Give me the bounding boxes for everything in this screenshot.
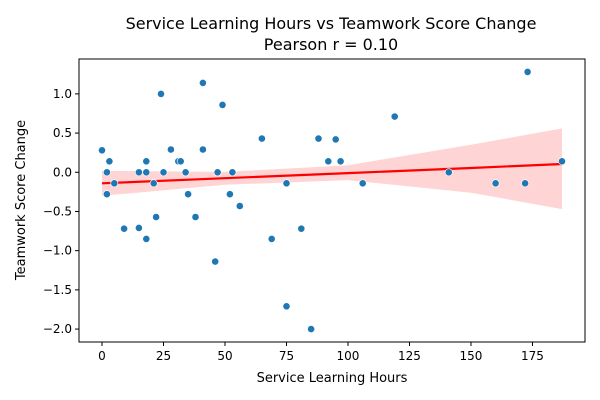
data-point: [314, 134, 323, 143]
data-point: [235, 202, 244, 210]
y-axis-label: Teamwork Score Change: [14, 120, 29, 281]
regression-line-layer: [101, 162, 563, 185]
data-point: [142, 168, 151, 177]
data-point: [331, 135, 340, 144]
data-point: [491, 179, 500, 188]
chart-subtitle: Pearson r = 0.10: [264, 35, 398, 54]
data-point: [98, 146, 106, 155]
data-point: [257, 134, 266, 143]
confidence-band: [102, 128, 562, 210]
x-axis-label: Service Learning Hours: [257, 371, 408, 386]
data-point: [390, 112, 399, 121]
data-point: [282, 302, 291, 311]
data-point: [558, 157, 566, 166]
x-tick-label: 100: [337, 349, 360, 363]
data-point: [142, 157, 151, 166]
data-point: [176, 157, 185, 166]
data-point: [105, 157, 114, 166]
regression-line: [101, 162, 563, 185]
confidence-band-layer: [102, 128, 562, 210]
chart-title: Service Learning Hours vs Teamwork Score…: [126, 14, 537, 33]
data-point: [149, 179, 158, 188]
y-tick-label: −1.0: [43, 244, 72, 258]
data-point: [297, 224, 306, 233]
y-axis-ticks: −2.0 −1.5 −1.0 −0.5 0.0 0.5 1.0: [43, 87, 79, 336]
x-tick-label: 0: [98, 349, 106, 363]
data-points-layer: [98, 68, 566, 333]
data-point: [267, 234, 276, 243]
data-point: [282, 179, 291, 188]
x-tick-label: 125: [398, 349, 421, 363]
x-tick-label: 25: [156, 349, 171, 363]
x-tick-label: 50: [217, 349, 232, 363]
data-point: [444, 168, 453, 177]
x-tick-label: 175: [521, 349, 544, 363]
y-tick-label: −1.5: [43, 283, 72, 297]
data-point: [103, 190, 111, 199]
data-point: [134, 168, 143, 177]
data-point: [198, 145, 207, 154]
data-point: [181, 168, 190, 177]
x-tick-label: 75: [279, 349, 294, 363]
data-point: [324, 157, 333, 166]
y-tick-label: 1.0: [53, 87, 72, 101]
plot-area-frame: [78, 58, 586, 343]
x-axis-ticks: 0 25 50 75 100 125 150 175: [98, 342, 544, 363]
data-point: [184, 190, 192, 199]
data-point: [521, 179, 529, 188]
data-point: [225, 190, 234, 199]
data-point: [103, 168, 111, 177]
data-point: [191, 213, 200, 221]
data-point: [213, 168, 222, 177]
y-tick-label: 0.5: [53, 126, 72, 140]
data-point: [358, 179, 367, 188]
data-point: [142, 234, 151, 243]
data-point: [336, 157, 345, 166]
y-tick-label: −0.5: [43, 204, 72, 218]
data-point: [159, 168, 168, 177]
data-point: [523, 68, 532, 76]
data-point: [110, 179, 119, 188]
y-tick-label: 0.0: [53, 165, 72, 179]
x-tick-label: 150: [460, 349, 483, 363]
data-point: [166, 145, 175, 154]
data-point: [157, 90, 165, 98]
data-point: [198, 79, 207, 87]
data-point: [228, 168, 237, 177]
data-point: [152, 213, 160, 221]
data-point: [120, 224, 128, 233]
data-point: [218, 101, 227, 109]
data-point: [134, 223, 143, 232]
data-point: [307, 325, 315, 333]
y-tick-label: −2.0: [43, 322, 72, 336]
data-point: [211, 257, 220, 266]
